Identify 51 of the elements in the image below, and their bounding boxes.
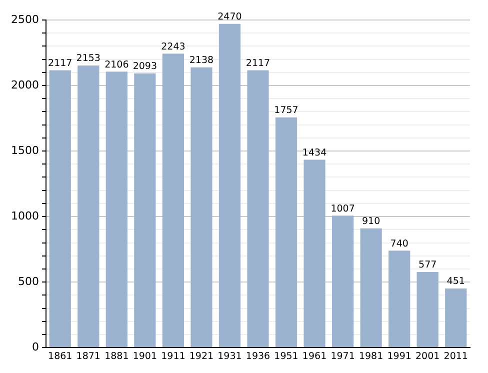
x-tick-label: 1911	[161, 350, 186, 362]
bar	[275, 117, 298, 348]
data-label: 740	[390, 238, 408, 250]
x-tick-label: 1991	[387, 350, 412, 362]
data-label: 2106	[104, 59, 129, 70]
y-tick-label: 1500	[10, 144, 39, 157]
x-tick-label: 1861	[48, 350, 72, 362]
data-label: 1007	[330, 203, 355, 214]
data-label: 2117	[48, 58, 72, 69]
bar	[304, 160, 326, 348]
data-label: 1434	[302, 147, 327, 158]
y-tick-label: 0	[32, 340, 39, 354]
bar	[134, 73, 156, 348]
bar	[416, 272, 438, 348]
bar	[247, 70, 269, 348]
data-label: 2243	[161, 41, 186, 52]
x-tick-label: 1951	[274, 350, 298, 362]
x-tick-label: 1921	[189, 350, 214, 362]
x-tick-label: 2001	[416, 350, 440, 362]
x-tick-label: 1981	[358, 350, 384, 362]
x-tick-label: 1936	[246, 350, 270, 362]
bar	[388, 250, 410, 348]
x-tick-label: 1971	[330, 350, 355, 362]
data-label: 1757	[274, 105, 298, 116]
data-label: 2138	[189, 55, 214, 66]
x-tick-label: 1881	[104, 350, 129, 362]
bar	[190, 67, 212, 348]
bar	[445, 288, 467, 348]
data-label: 577	[418, 260, 437, 271]
data-label: 2093	[132, 61, 158, 72]
y-tick-label: 2000	[10, 78, 39, 92]
data-label: 2470	[218, 12, 242, 23]
x-tick-label: 1961	[302, 350, 327, 362]
data-label: 451	[446, 276, 465, 288]
bar	[106, 72, 128, 348]
bar	[49, 70, 71, 348]
y-tick-label: 2500	[10, 12, 39, 26]
data-label: 2117	[246, 58, 270, 69]
x-tick-label: 2011	[444, 350, 468, 362]
x-tick-label: 1901	[132, 350, 158, 362]
bar	[78, 65, 100, 348]
y-tick-label: 1000	[10, 209, 39, 222]
bar	[162, 54, 184, 348]
bar	[360, 228, 382, 348]
bar	[332, 216, 354, 348]
data-label: 910	[362, 216, 380, 228]
data-label: 2153	[76, 53, 100, 64]
x-tick-label: 1931	[218, 350, 242, 362]
y-tick-label: 500	[18, 274, 39, 288]
bar	[218, 24, 241, 348]
x-tick-label: 1871	[76, 350, 100, 362]
